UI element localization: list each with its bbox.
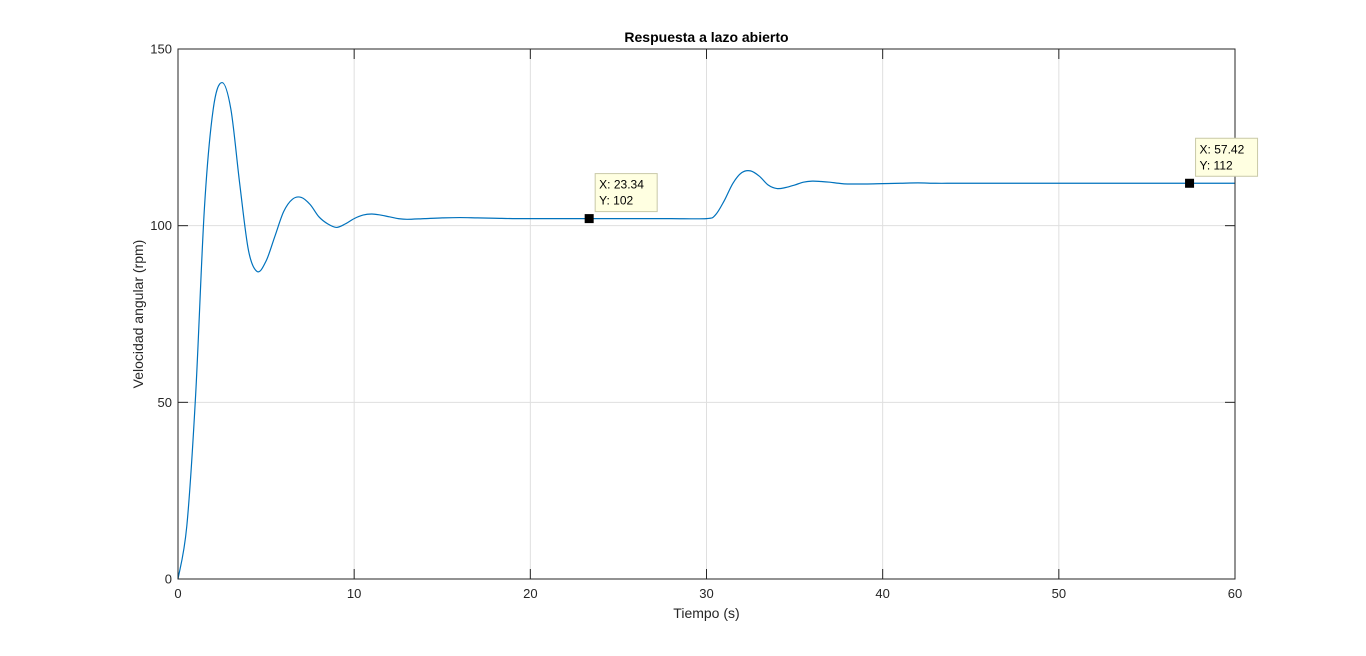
- y-tick-label: 0: [165, 572, 172, 587]
- datatip-box: [594, 173, 658, 213]
- x-tick-label: 30: [699, 586, 713, 601]
- x-tick-label: 20: [523, 586, 537, 601]
- datatip-y-label: Y: 112: [1200, 158, 1233, 172]
- x-tick-label: 0: [174, 586, 181, 601]
- series-line: [177, 81, 1235, 580]
- datatip-marker: [1185, 178, 1195, 188]
- x-tick-label: 10: [347, 586, 361, 601]
- datatip-marker: [584, 214, 594, 224]
- datatip-x-label: X: 23.34: [599, 178, 644, 192]
- y-axis-label: Velocidad angular (rpm): [130, 240, 146, 389]
- x-tick-label: 40: [875, 586, 889, 601]
- datatip-box: [1195, 137, 1259, 177]
- ticks-layer: 0 10 20 30 40 50 60 0 50 100 150: [150, 42, 1242, 602]
- series-layer: [177, 81, 1235, 580]
- y-tick-label: 50: [158, 395, 172, 410]
- x-axis-label: Tiempo (s): [673, 605, 739, 621]
- x-tick-label: 60: [1228, 586, 1242, 601]
- y-tick-label: 100: [150, 218, 172, 233]
- datatip-x-label: X: 57.42: [1200, 142, 1245, 156]
- chart-title: Respuesta a lazo abierto: [624, 29, 788, 45]
- grid-layer: [178, 49, 1235, 579]
- x-tick-label: 50: [1052, 586, 1066, 601]
- y-tick-label: 150: [150, 42, 172, 57]
- annot-layer: X: 23.34 Y: 102 X: 57.42 Y: 112: [584, 137, 1259, 224]
- datatip-y-label: Y: 102: [599, 194, 633, 208]
